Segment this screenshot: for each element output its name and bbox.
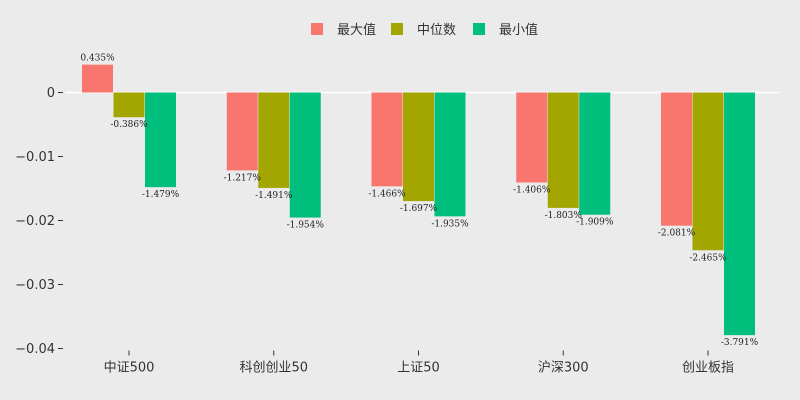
bars [82, 64, 755, 336]
legend: 最大值 中位数 最小值 [311, 22, 538, 38]
y-tick-label: −0.02 [15, 214, 55, 229]
bar [289, 92, 321, 218]
y-tick-label: −0.01 [15, 150, 55, 165]
bar [371, 92, 403, 187]
y-tick-label: 0 [47, 86, 55, 101]
bar [226, 92, 258, 171]
data-label: -1.406% [513, 185, 551, 195]
x-tick-label: 中证500 [104, 361, 155, 376]
legend-label: 中位数 [417, 23, 456, 38]
data-label: -1.803% [545, 211, 583, 221]
bar [82, 64, 113, 93]
bar [724, 92, 755, 336]
data-label: -2.465% [689, 253, 727, 263]
bar [692, 92, 724, 251]
axes: 0 −0.01 −0.02 −0.03 −0.04 中证500 科创创业50 上证50 沪深30… [15, 86, 780, 376]
x-tick-label: 沪深300 [538, 360, 589, 376]
data-label: -1.935% [431, 219, 469, 229]
data-label: -1.909% [576, 218, 614, 228]
data-label: -1.697% [400, 204, 438, 214]
x-tick-label: 上证50 [397, 361, 440, 376]
y-tick-label: −0.03 [15, 278, 55, 293]
data-label: -1.954% [287, 221, 325, 231]
data-label: -1.217% [224, 173, 262, 183]
bar [516, 92, 548, 183]
legend-swatch [311, 23, 323, 35]
data-label: -3.791% [721, 338, 759, 348]
data-label: -1.479% [142, 190, 180, 200]
bar [145, 92, 176, 188]
data-label: 0.435% [80, 54, 115, 64]
legend-swatch [391, 23, 403, 35]
y-tick-label: −0.04 [15, 342, 55, 357]
legend-label: 最小值 [499, 22, 538, 38]
bar [661, 92, 692, 226]
data-label: -1.491% [255, 191, 293, 201]
bar [113, 92, 145, 118]
x-tick-label: 科创创业50 [239, 361, 308, 376]
data-labels: 0.435% -1.217% -1.466% -1.406% -2.081% -0.386… [80, 54, 758, 348]
data-label: -2.081% [658, 229, 696, 239]
legend-swatch [473, 23, 485, 35]
x-tick-label: 创业板指 [682, 361, 734, 376]
data-label: -1.466% [368, 189, 406, 199]
bar [579, 92, 611, 215]
bar [547, 92, 579, 208]
bar [258, 92, 290, 188]
data-label: -0.386% [110, 120, 148, 130]
legend-label: 最大值 [337, 22, 376, 38]
bar [403, 92, 434, 202]
bar [434, 92, 466, 217]
